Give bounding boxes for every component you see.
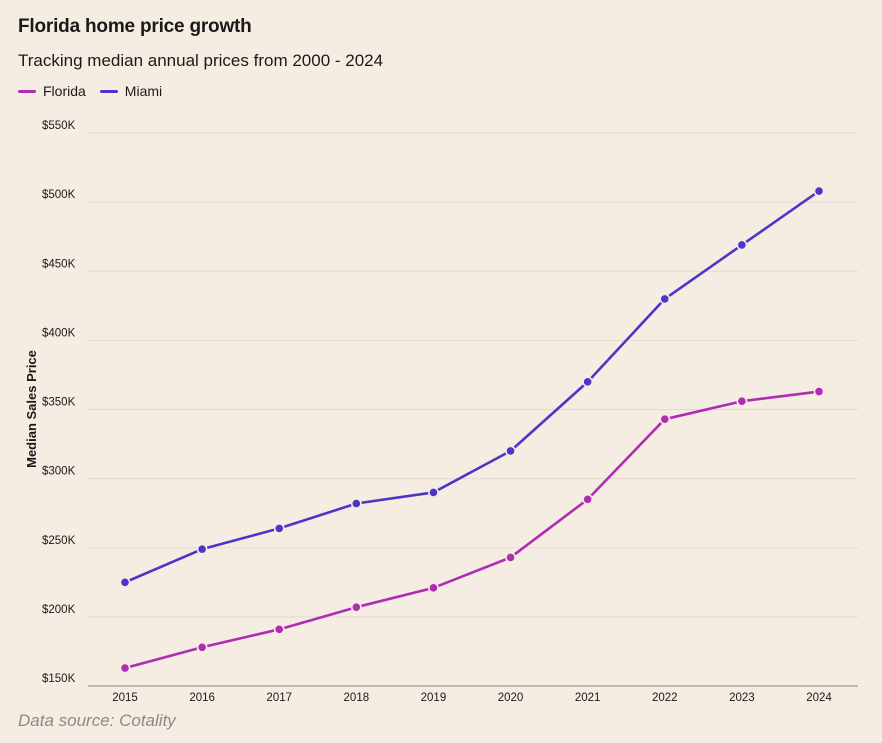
data-point-miami: [505, 445, 516, 457]
y-tick-label: $350K: [42, 397, 76, 409]
data-point-florida: [505, 552, 516, 563]
legend-label-florida: Florida: [43, 83, 86, 99]
y-tick-label: $250K: [42, 535, 76, 547]
x-tick-label: 2021: [575, 692, 601, 704]
chart-subtitle: Tracking median annual prices from 2000 …: [18, 51, 384, 70]
data-point-florida: [119, 662, 131, 674]
data-point-florida: [736, 395, 748, 407]
data-point-miami: [428, 487, 439, 498]
data-point-miami: [736, 239, 748, 251]
x-tick-label: 2019: [421, 692, 447, 704]
data-source-note: Data source: Cotality: [18, 711, 176, 730]
y-tick-label: $500K: [42, 189, 76, 201]
data-point-miami: [273, 522, 285, 534]
x-tick-label: 2017: [266, 692, 292, 704]
data-point-florida: [659, 413, 671, 425]
series-line-miami: [123, 189, 821, 584]
x-tick-label: 2015: [112, 692, 138, 704]
legend-item-miami[interactable]: Miami: [99, 83, 163, 99]
data-point-florida: [350, 601, 362, 613]
series-line-florida: [123, 390, 821, 670]
y-tick-label: $150K: [42, 673, 76, 685]
data-point-florida: [196, 641, 208, 653]
x-tick-label: 2024: [806, 692, 832, 704]
y-tick-label: $400K: [42, 327, 76, 339]
y-tick-label: $550K: [42, 120, 76, 132]
legend-swatch-florida: [18, 89, 36, 93]
y-axis-label: Median Sales Price: [24, 350, 39, 468]
data-point-florida: [273, 623, 285, 635]
y-tick-label: $450K: [42, 258, 76, 270]
legend: Florida Miami: [18, 83, 176, 99]
data-point-florida: [428, 582, 439, 594]
legend-swatch-miami: [99, 89, 118, 93]
legend-label-miami: Miami: [124, 83, 163, 99]
data-point-florida: [813, 386, 825, 397]
x-tick-label: 2020: [498, 692, 524, 704]
y-tick-label: $300K: [42, 466, 76, 478]
x-tick-label: 2016: [189, 692, 215, 704]
data-point-miami: [350, 498, 362, 509]
x-tick-label: 2022: [652, 692, 678, 704]
data-point-miami: [196, 543, 208, 555]
data-point-miami: [582, 376, 594, 388]
x-tick-label: 2023: [729, 692, 755, 704]
data-point-miami: [813, 185, 825, 197]
chart-title: Florida home price growth: [18, 16, 252, 37]
x-tick-label: 2018: [344, 692, 370, 704]
data-point-miami: [659, 293, 671, 305]
y-tick-label: $200K: [42, 604, 76, 616]
data-point-miami: [119, 576, 131, 588]
data-point-florida: [582, 493, 594, 505]
legend-item-florida[interactable]: Florida: [18, 83, 86, 99]
